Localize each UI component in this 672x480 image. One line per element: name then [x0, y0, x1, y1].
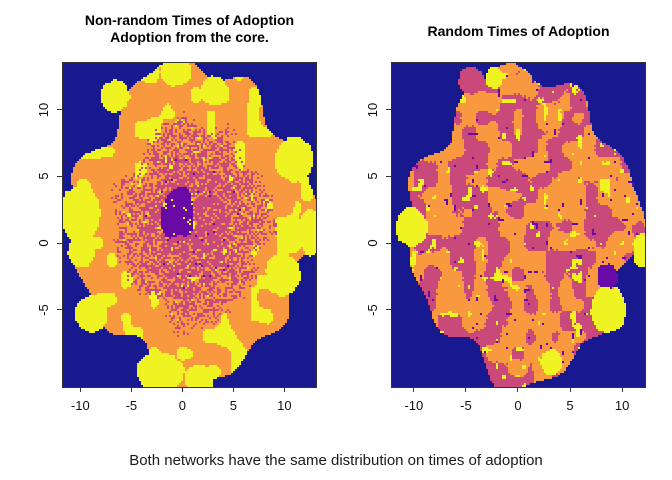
- left-plot-raster: [63, 63, 316, 387]
- x-axis-tick-label: 5: [566, 398, 574, 413]
- x-axis-tick: [465, 387, 467, 392]
- y-axis-tick-label: -5: [36, 303, 51, 316]
- left-plot-title-line1: Non-random Times of Adoption: [84, 12, 295, 28]
- right-plot-title: Random Times of Adoption: [391, 23, 646, 40]
- y-axis-tick-label: 10: [36, 102, 51, 117]
- y-axis-tick: [57, 175, 63, 177]
- x-axis-tick: [130, 387, 132, 392]
- x-axis-tick: [232, 387, 234, 392]
- y-axis-tick-label: 0: [36, 239, 51, 247]
- y-axis-tick: [386, 109, 392, 111]
- figure-caption: Both networks have the same distribution…: [129, 452, 543, 469]
- x-axis-tick: [79, 387, 81, 392]
- y-axis-tick-label: 0: [365, 239, 380, 247]
- y-axis-tick-label: -5: [365, 303, 380, 316]
- y-axis-tick: [57, 242, 63, 244]
- x-axis-tick: [621, 387, 623, 392]
- x-axis-tick: [517, 387, 519, 392]
- y-axis-tick-label: 10: [365, 102, 380, 117]
- x-axis-tick: [283, 387, 285, 392]
- x-axis-tick: [181, 387, 183, 392]
- left-plot-title: Non-random Times of Adoption Adoption fr…: [62, 12, 317, 46]
- x-axis-tick-label: 10: [277, 398, 292, 413]
- y-axis-tick: [386, 242, 392, 244]
- y-axis-tick: [386, 309, 392, 311]
- y-axis-tick: [386, 175, 392, 177]
- y-axis-tick-label: 5: [36, 172, 51, 180]
- x-axis-tick-label: -5: [125, 398, 138, 413]
- left-plot-title-line2: Adoption from the core.: [110, 29, 269, 45]
- x-axis-tick: [413, 387, 415, 392]
- y-axis-tick: [57, 309, 63, 311]
- right-plot-raster: [392, 63, 645, 387]
- right-plot-area: -10 -5 0 5 10 -5 0 5 10: [365, 62, 646, 413]
- y-axis-tick: [57, 109, 63, 111]
- x-axis-tick-label: -10: [404, 398, 424, 413]
- x-axis-tick-label: 0: [178, 398, 186, 413]
- left-plot-area: -10 -5 0 5 10 -5 0 5 10: [36, 62, 317, 413]
- x-axis-tick-label: 0: [514, 398, 522, 413]
- y-axis-tick-label: 5: [365, 172, 380, 180]
- right-plot-title-line1: Random Times of Adoption: [427, 23, 610, 39]
- x-axis-tick-label: -5: [460, 398, 472, 413]
- x-axis-tick: [569, 387, 571, 392]
- x-axis-tick-label: 5: [229, 398, 237, 413]
- x-axis-tick-label: 10: [614, 398, 630, 413]
- x-axis-tick-label: -10: [70, 398, 90, 413]
